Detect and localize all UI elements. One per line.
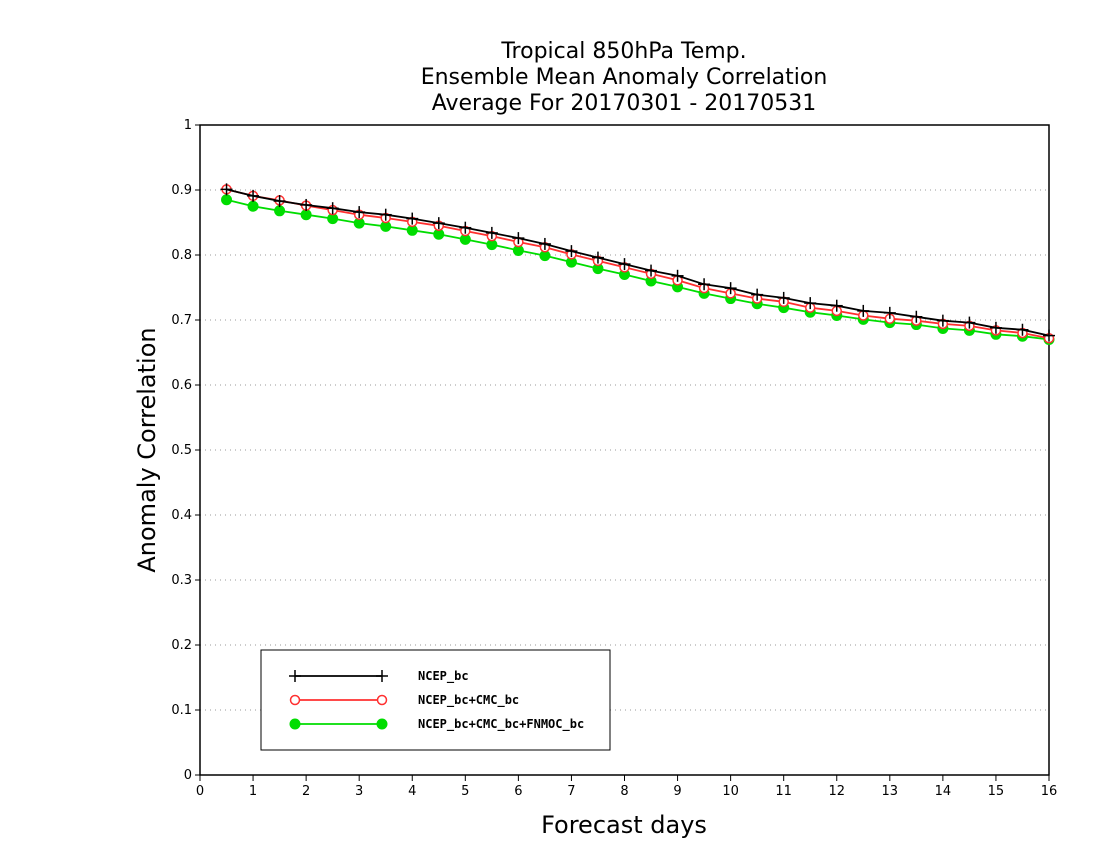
data-point: [406, 212, 419, 225]
data-point: [432, 217, 445, 230]
data-point: [459, 221, 472, 234]
data-point: [376, 694, 388, 706]
data-point: [538, 237, 551, 250]
data-point: [274, 205, 286, 217]
data-point: [591, 251, 604, 264]
data-point: [989, 321, 1002, 334]
y-tick-label: 0.2: [171, 638, 192, 653]
data-point: [247, 189, 260, 202]
y-tick-label: 0.8: [171, 248, 192, 263]
x-tick-label: 9: [673, 784, 681, 799]
x-axis-ticks: 0 1 2 3 4 5 6 7 8 9 10 11 12 13 14 15 16: [196, 775, 1057, 799]
x-tick-label: 13: [882, 784, 899, 799]
chart-title: Tropical 850hPa Temp. Ensemble Mean Anom…: [421, 39, 828, 116]
x-tick-label: 12: [828, 784, 845, 799]
data-point: [751, 288, 764, 301]
data-point: [353, 206, 366, 219]
series-1: [220, 183, 1055, 342]
y-tick-label: 0.5: [171, 443, 192, 458]
x-tick-label: 7: [567, 784, 575, 799]
data-point: [1043, 329, 1055, 342]
data-point: [698, 278, 711, 291]
series-layer: [220, 183, 1055, 345]
title-line-3: Average For 20170301 - 20170531: [432, 91, 817, 116]
title-line-1: Tropical 850hPa Temp.: [500, 39, 746, 64]
data-point: [618, 258, 631, 271]
data-point: [289, 670, 301, 682]
data-point: [1016, 323, 1029, 336]
data-point: [220, 183, 233, 196]
data-point: [804, 297, 817, 310]
legend-label: NCEP_bc+CMC_bc: [418, 693, 519, 708]
data-point: [379, 208, 392, 221]
data-point: [963, 316, 976, 329]
series-line: [226, 188, 1050, 340]
x-tick-label: 1: [249, 784, 257, 799]
data-point: [645, 264, 658, 277]
data-point: [376, 718, 388, 730]
y-tick-label: 0.4: [171, 508, 192, 523]
data-point: [289, 694, 301, 706]
y-tick-label: 0.9: [171, 183, 192, 198]
x-tick-label: 5: [461, 784, 469, 799]
series-line: [226, 188, 1050, 337]
data-point: [273, 195, 286, 208]
y-tick-label: 0.7: [171, 313, 192, 328]
data-point: [300, 209, 312, 221]
x-tick-label: 15: [988, 784, 1005, 799]
x-tick-label: 11: [775, 784, 792, 799]
x-tick-label: 10: [722, 784, 739, 799]
y-tick-label: 0.6: [171, 378, 192, 393]
x-tick-label: 16: [1041, 784, 1058, 799]
x-axis-title: Forecast days: [541, 811, 707, 839]
legend-item: NCEP_bc+CMC_bc+FNMOC_bc: [289, 717, 584, 732]
data-point: [512, 232, 525, 245]
data-point: [936, 314, 949, 327]
data-point: [724, 282, 737, 295]
data-point: [883, 306, 896, 319]
y-tick-label: 1: [184, 118, 192, 133]
x-tick-label: 14: [935, 784, 952, 799]
y-axis-ticks: 0 0.1 0.2 0.3 0.4 0.5 0.6 0.7 0.8 0.9 1: [171, 118, 200, 783]
x-tick-label: 3: [355, 784, 363, 799]
data-point: [485, 226, 498, 239]
y-axis-title: Anomaly Correlation: [133, 327, 161, 572]
data-point: [289, 718, 301, 730]
legend-item: NCEP_bc: [289, 669, 469, 684]
x-tick-label: 4: [408, 784, 416, 799]
data-point: [671, 269, 684, 282]
data-point: [857, 304, 870, 317]
data-point: [221, 194, 233, 206]
y-tick-label: 0.1: [171, 703, 192, 718]
data-point: [326, 202, 339, 215]
x-tick-label: 0: [196, 784, 204, 799]
y-tick-label: 0.3: [171, 573, 192, 588]
title-line-2: Ensemble Mean Anomaly Correlation: [421, 65, 828, 90]
data-point: [910, 310, 923, 323]
legend-label: NCEP_bc+CMC_bc+FNMOC_bc: [418, 717, 584, 732]
data-point: [777, 291, 790, 304]
legend-label: NCEP_bc: [418, 669, 469, 684]
legend-item: NCEP_bc+CMC_bc: [289, 693, 519, 708]
data-point: [565, 245, 578, 258]
legend: NCEP_bc NCEP_bc+CMC_bc NCEP_bc+CMC_bc+FNMO…: [260, 649, 611, 751]
x-tick-label: 6: [514, 784, 522, 799]
x-tick-label: 2: [302, 784, 310, 799]
data-point: [247, 200, 259, 212]
data-point: [830, 299, 843, 312]
y-tick-label: 0: [184, 768, 192, 783]
data-point: [300, 198, 313, 211]
x-tick-label: 8: [620, 784, 628, 799]
data-point: [376, 670, 388, 682]
